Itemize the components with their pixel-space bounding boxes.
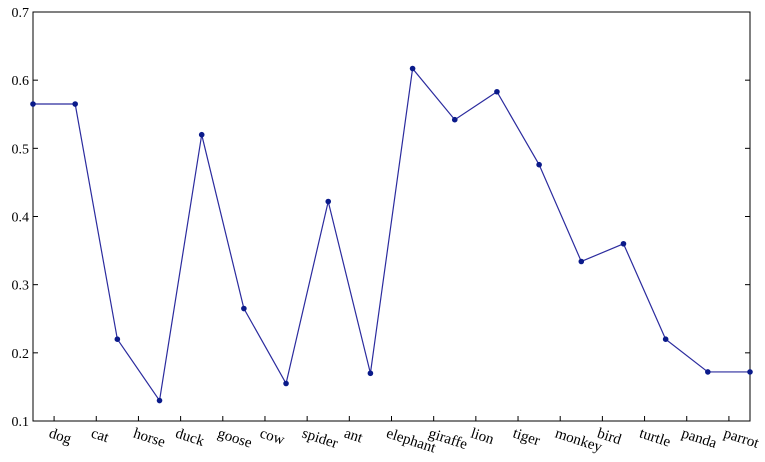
data-point: [30, 101, 36, 107]
data-point: [662, 336, 669, 343]
x-category-label-dog: dog: [47, 426, 74, 448]
x-category-label-ant: ant: [342, 426, 365, 447]
data-point: [241, 305, 247, 312]
x-category-label-panda: panda: [679, 426, 718, 452]
series-layer: [30, 65, 753, 404]
x-category-label-bird: bird: [595, 426, 623, 449]
x-category-label-turtle: turtle: [637, 426, 672, 451]
data-point: [494, 88, 500, 95]
x-category-label-lion: lion: [469, 426, 497, 449]
plot-frame: [32, 11, 751, 422]
y-tick-label: 0.2: [12, 347, 30, 362]
x-category-label-duck: duck: [173, 426, 206, 450]
data-point: [451, 116, 458, 123]
data-point: [325, 198, 332, 205]
x-category-label-goose: goose: [216, 426, 255, 452]
data-point: [705, 369, 711, 375]
data-point: [409, 65, 416, 72]
data-point: [747, 369, 753, 375]
data-point: [156, 397, 163, 404]
y-tick-label: 0.1: [12, 415, 30, 430]
data-point: [620, 240, 627, 247]
data-point: [72, 101, 78, 107]
data-point: [114, 336, 121, 343]
x-category-label-parrot: parrot: [722, 426, 762, 453]
x-category-label-tiger: tiger: [511, 426, 542, 450]
x-category-label-cow: cow: [258, 426, 287, 449]
data-point: [536, 161, 542, 168]
x-category-label-spider: spider: [300, 426, 340, 453]
y-tick-label: 0.3: [12, 279, 30, 294]
x-category-label-horse: horse: [131, 426, 167, 451]
y-tick-label: 0.4: [12, 211, 30, 226]
data-point: [367, 370, 374, 377]
data-point: [283, 380, 289, 387]
x-axis: dog cat horse duck goose cow spider ant elephant…: [47, 416, 762, 457]
y-axis: 0.1 0.2 0.3 0.4 0.5 0.6 0.7: [12, 6, 750, 430]
y-tick-label: 0.6: [12, 74, 30, 89]
y-tick-label: 0.5: [12, 142, 30, 157]
series-line: [33, 67, 750, 403]
data-point: [198, 131, 205, 138]
y-tick-label: 0.7: [12, 6, 30, 21]
x-category-label-cat: cat: [89, 426, 111, 447]
data-point: [578, 258, 585, 265]
